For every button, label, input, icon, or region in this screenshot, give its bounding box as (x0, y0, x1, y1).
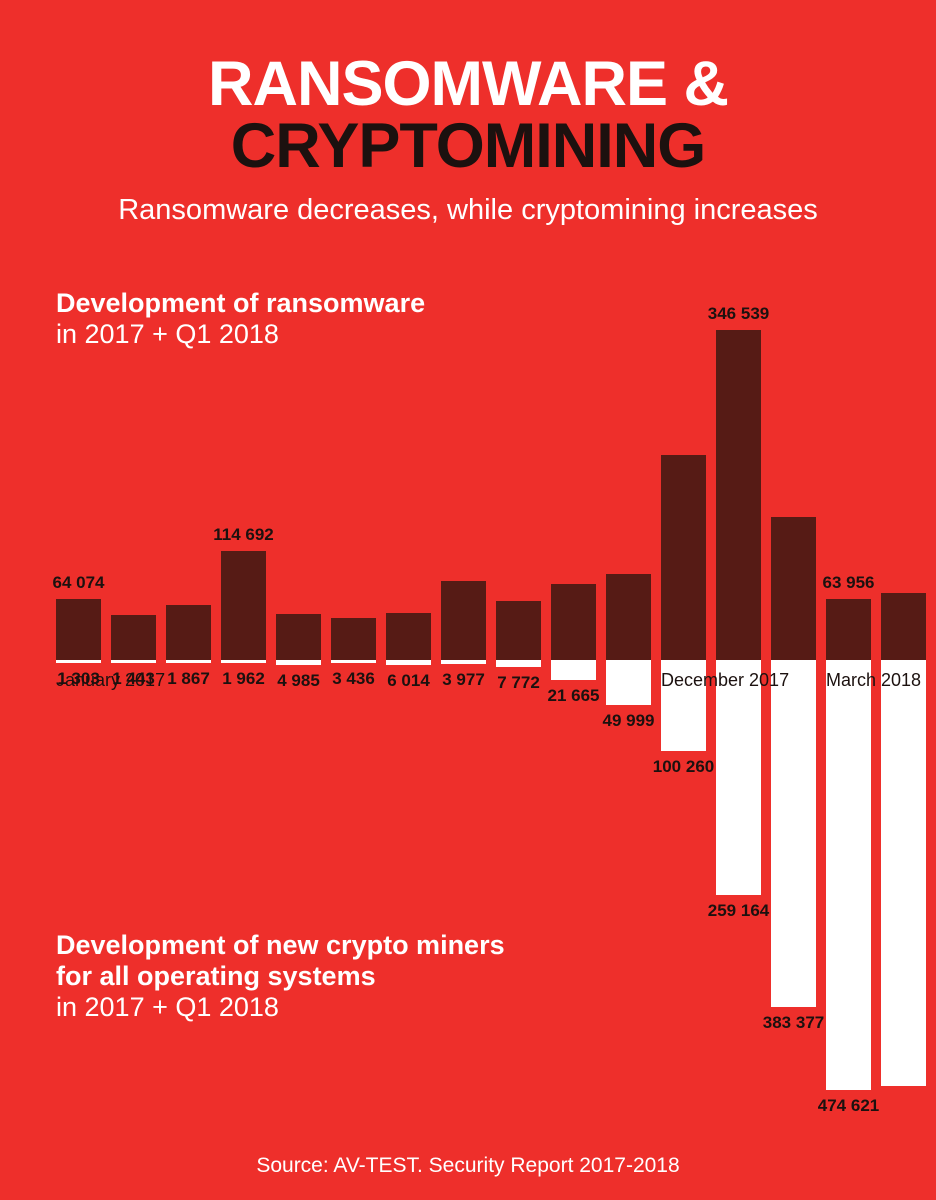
bar-down-slot: 1 867 (166, 660, 211, 1090)
bar-up (496, 601, 541, 660)
subtitle: Ransomware decreases, while cryptomining… (0, 194, 936, 227)
bar-value-label: 21 665 (548, 686, 600, 706)
bar-up: 63 956 (826, 599, 871, 660)
bar-down-slot: 6 014 (386, 660, 431, 1090)
bar-up-slot (606, 330, 651, 660)
bar-down: 383 377 (771, 660, 816, 1007)
bar-down-slot: 21 665 (551, 660, 596, 1090)
bar-down: 1 443 (111, 660, 156, 663)
bar-value-label: 474 621 (818, 1096, 879, 1116)
bar-value-label: 4 985 (277, 671, 320, 691)
bar-up (111, 615, 156, 660)
bar-value-label: 100 260 (653, 757, 714, 777)
bar-value-label: 7 772 (497, 673, 540, 693)
bar-up-slot (551, 330, 596, 660)
bar-down: 21 665 (551, 660, 596, 680)
bar-up (441, 581, 486, 660)
bar-chart-ransomware: 64 074 114 692 346 539 63 956 (56, 330, 880, 660)
bar-value-label: 259 164 (708, 901, 769, 921)
bar-down-slot: 474 621 (826, 660, 871, 1090)
axis-month-label: March 2018 (826, 670, 921, 691)
bar-value-label: 346 539 (708, 304, 769, 324)
bar-up-slot: 63 956 (826, 330, 871, 660)
bar-value-label: 3 977 (442, 670, 485, 690)
bar-down: 1 303 (56, 660, 101, 663)
bar-up-slot (166, 330, 211, 660)
bar-down: 6 014 (386, 660, 431, 665)
bar-up-slot (276, 330, 321, 660)
bar-down-slot: 3 436 (331, 660, 376, 1090)
bar-down-slot: 1 962 (221, 660, 266, 1090)
bar-down: 474 621 (826, 660, 871, 1090)
bar-up-slot (441, 330, 486, 660)
bar-up-slot (881, 330, 926, 660)
bar-value-label: 114 692 (213, 525, 274, 545)
bar-down: 4 985 (276, 660, 321, 665)
source-citation: Source: AV-TEST. Security Report 2017-20… (0, 1154, 936, 1178)
bar-down-slot: 1 303 (56, 660, 101, 1090)
bar-value-label: 64 074 (53, 573, 105, 593)
infographic-canvas: RANSOMWARE & CRYPTOMINING Ransomware dec… (0, 0, 936, 1200)
bar-up-slot (386, 330, 431, 660)
bar-up (661, 455, 706, 660)
bar-value-label: 383 377 (763, 1013, 824, 1033)
bar-down (881, 660, 926, 1086)
bar-down-slot (881, 660, 926, 1090)
bar-up (771, 517, 816, 660)
bar-down: 49 999 (606, 660, 651, 705)
bar-up (881, 593, 926, 660)
bar-up-slot (331, 330, 376, 660)
axis-month-label: January 2017 (56, 670, 165, 691)
bar-value-label: 49 999 (603, 711, 655, 731)
bar-up (331, 618, 376, 660)
bar-up-slot: 114 692 (221, 330, 266, 660)
bar-down: 3 436 (331, 660, 376, 663)
bar-chart-cryptominers: 1 303 1 443 1 867 1 962 4 985 3 436 6 014 3 977… (56, 660, 880, 1090)
bar-value-label: 3 436 (332, 669, 375, 689)
bar-down: 259 164 (716, 660, 761, 895)
axis-month-label: December 2017 (661, 670, 789, 691)
bar-value-label: 1 867 (167, 669, 210, 689)
bar-down: 1 867 (166, 660, 211, 663)
bar-up-slot (771, 330, 816, 660)
bar-value-label: 63 956 (823, 573, 875, 593)
bar-up-slot: 346 539 (716, 330, 761, 660)
bar-down: 3 977 (441, 660, 486, 664)
bar-up (606, 574, 651, 660)
bar-value-label: 6 014 (387, 671, 430, 691)
bar-up: 64 074 (56, 599, 101, 660)
bar-up: 346 539 (716, 330, 761, 660)
bar-up-slot (111, 330, 156, 660)
bar-down-slot: 383 377 (771, 660, 816, 1090)
bar-up-slot (496, 330, 541, 660)
title-line-2: CRYPTOMINING (0, 110, 936, 182)
bar-up-slot (661, 330, 706, 660)
title-block: RANSOMWARE & CRYPTOMINING Ransomware dec… (0, 0, 936, 227)
bar-value-label: 1 962 (222, 669, 265, 689)
bar-down-slot: 4 985 (276, 660, 321, 1090)
bar-down-slot: 1 443 (111, 660, 156, 1090)
bar-down-slot: 49 999 (606, 660, 651, 1090)
bar-down: 1 962 (221, 660, 266, 663)
bar-down-slot: 3 977 (441, 660, 486, 1090)
bar-down: 7 772 (496, 660, 541, 667)
bar-up (166, 605, 211, 660)
bar-down-slot: 100 260 (661, 660, 706, 1090)
bar-down-slot: 7 772 (496, 660, 541, 1090)
bar-up (386, 613, 431, 660)
bar-up: 114 692 (221, 551, 266, 660)
bar-up-slot: 64 074 (56, 330, 101, 660)
bar-up (276, 614, 321, 660)
section-label-bold: Development of ransomware (56, 288, 425, 319)
bar-up (551, 584, 596, 660)
bar-down-slot: 259 164 (716, 660, 761, 1090)
